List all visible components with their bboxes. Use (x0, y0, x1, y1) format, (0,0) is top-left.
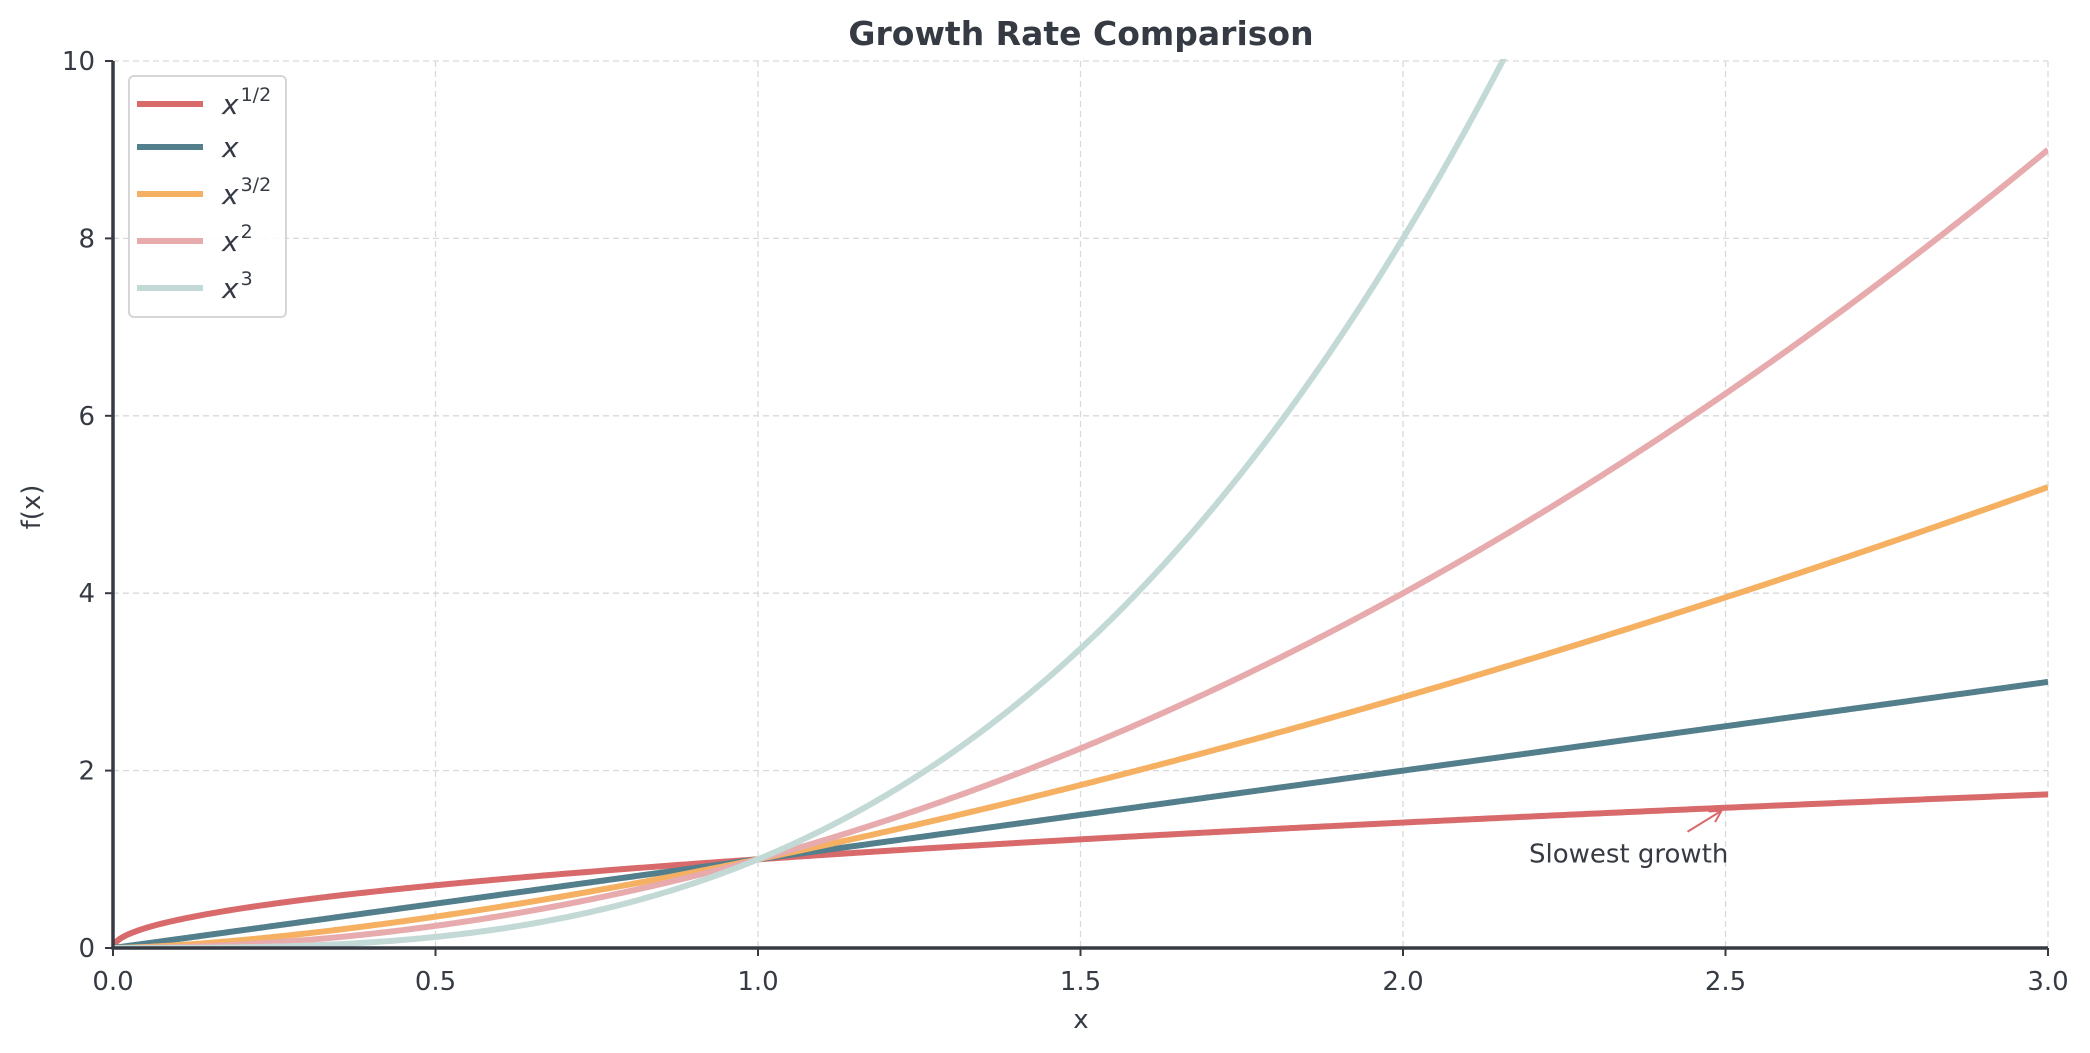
annotations: Slowest growth (1529, 809, 1728, 869)
x-tick-label: 3.0 (2027, 967, 2068, 997)
series-line (113, 484, 2048, 948)
legend-label: x 3/2 (221, 174, 271, 211)
legend-label: x (221, 131, 239, 164)
legend: x 1/2 x x 3/2 x 2 x 3 (128, 75, 287, 318)
chart-title: Growth Rate Comparison (848, 14, 1313, 53)
annotation-arrowhead (1708, 809, 1724, 823)
series-line (113, 59, 1508, 948)
legend-box (128, 75, 287, 318)
legend-item: x 3/2 (137, 174, 271, 211)
legend-item: x 1/2 (137, 84, 271, 121)
x-tick-label: 0.0 (92, 967, 133, 997)
y-axis-label: f(x) (17, 485, 47, 530)
annotation-arrow (1686, 809, 1723, 833)
x-tick-label: 2.5 (1705, 967, 1746, 997)
series-line (113, 791, 2048, 948)
x-tick-label: 1.5 (1060, 967, 1101, 997)
annotation-text: Slowest growth (1529, 839, 1728, 869)
series-layer (113, 59, 2048, 948)
ticks: 0.0 0.5 1.0 1.5 2.0 2.5 3.0 0 2 4 6 8 10 (62, 47, 2069, 997)
series-line (113, 147, 2048, 948)
y-tick-label: 6 (78, 402, 95, 432)
legend-item: x (137, 131, 239, 164)
y-tick-label: 8 (78, 224, 95, 254)
y-tick-label: 10 (62, 47, 95, 77)
series-line (113, 678, 2048, 948)
y-tick-label: 2 (78, 757, 95, 787)
y-tick-label: 0 (78, 934, 95, 964)
x-tick-label: 0.5 (415, 967, 456, 997)
legend-label: x 1/2 (221, 84, 271, 121)
y-tick-label: 4 (78, 579, 95, 609)
x-tick-label: 1.0 (737, 967, 778, 997)
x-axis-label: x (1073, 1005, 1088, 1035)
x-tick-label: 2.0 (1382, 967, 1423, 997)
